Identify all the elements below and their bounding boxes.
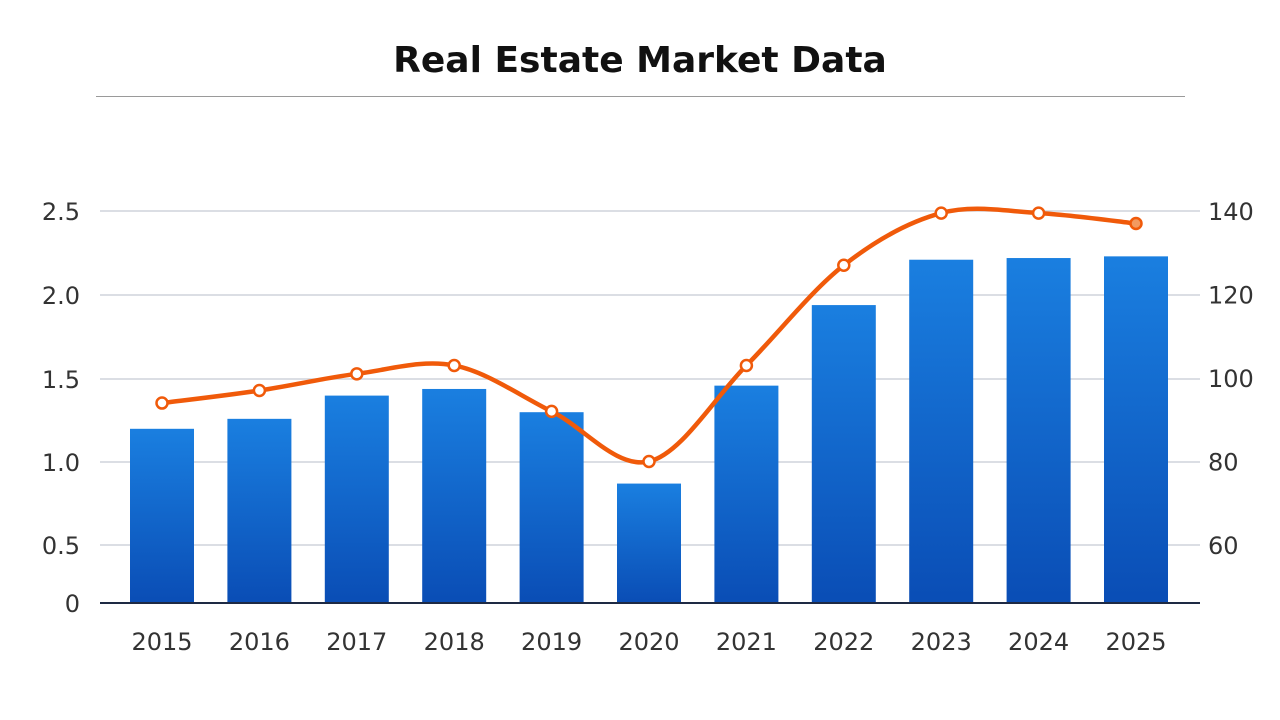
bar-2024 [1006, 258, 1071, 603]
line-point-2017 [350, 367, 364, 381]
line-point-2018 [447, 358, 461, 373]
bar-2025 [1104, 256, 1168, 603]
left-tick-label: 0 [65, 590, 80, 618]
x-tick-label: 2016 [229, 628, 290, 656]
bar-2015 [130, 428, 194, 603]
x-tick-label: 2017 [326, 628, 387, 656]
x-tick-label: 2021 [716, 628, 777, 656]
bar-2016 [227, 418, 292, 603]
x-tick-label: 2020 [618, 628, 679, 656]
line-series [159, 206, 1139, 465]
left-tick-label: 0.5 [42, 532, 80, 560]
x-tick-label: 2019 [521, 628, 582, 656]
x-tick-label: 2024 [1008, 628, 1069, 656]
chart-title: Real Estate Market Data [393, 40, 887, 81]
bar-2019 [519, 412, 584, 603]
left-tick-label: 2.5 [42, 198, 80, 226]
line-point-2016 [252, 383, 267, 398]
line-point-2020 [642, 454, 656, 469]
line-point-2023 [934, 206, 948, 220]
bar-2022 [811, 305, 876, 603]
x-tick-label: 2018 [424, 628, 485, 656]
right-tick-label: 80 [1208, 449, 1239, 477]
line-point-2024 [1031, 206, 1046, 220]
x-tick-label: 2023 [911, 628, 972, 656]
right-tick-label: 120 [1208, 282, 1254, 310]
line-point-2025 [1129, 216, 1143, 231]
right-tick-label: 60 [1208, 532, 1239, 560]
left-tick-label: 2.0 [42, 282, 80, 310]
left-tick-label: 1.5 [42, 366, 80, 394]
line-point-2022 [837, 258, 851, 273]
right-tick-label: 100 [1208, 365, 1254, 393]
line-point-2015 [155, 396, 169, 410]
line-point-2019 [544, 404, 559, 419]
line-point-2021 [739, 358, 754, 373]
title-divider [96, 96, 1185, 97]
left-tick-label: 1.0 [42, 449, 80, 477]
x-tick-label: 2025 [1105, 628, 1166, 656]
x-tick-label: 2015 [131, 628, 192, 656]
bar-2018 [422, 388, 487, 603]
right-tick-label: 140 [1208, 198, 1254, 226]
bar-2017 [324, 395, 389, 603]
x-tick-label: 2022 [813, 628, 874, 656]
bar-2020 [617, 483, 681, 603]
bar-2021 [714, 385, 779, 603]
bar-2023 [909, 259, 974, 603]
